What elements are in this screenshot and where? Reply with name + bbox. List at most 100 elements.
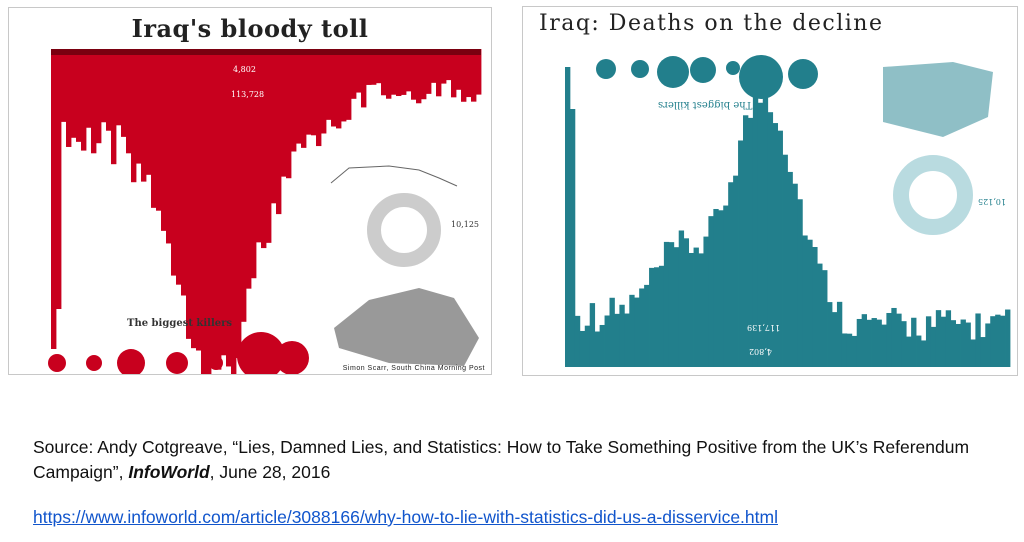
red-bar xyxy=(86,49,92,128)
red-bar xyxy=(341,49,347,122)
red-bar xyxy=(281,49,287,177)
teal-bar xyxy=(812,246,818,367)
red-bar xyxy=(126,49,132,154)
teal-bar xyxy=(584,325,591,367)
red-bar xyxy=(211,49,217,363)
teal-bar xyxy=(713,208,719,367)
teal-bar xyxy=(678,230,685,367)
red-bar xyxy=(436,49,442,97)
teal-bar xyxy=(703,236,709,367)
red-bar xyxy=(406,49,412,92)
left-infographic-title: Iraq's bloody toll xyxy=(131,14,369,43)
red-bar xyxy=(421,49,427,100)
teal-bar xyxy=(654,267,660,367)
killer-bubble xyxy=(275,341,309,374)
red-bar xyxy=(251,49,257,279)
red-bar xyxy=(401,49,407,95)
red-bar xyxy=(231,49,237,374)
iraq-deaths-on-the-decline-infographic: Iraq: Deaths on the decline The biggest … xyxy=(522,6,1018,376)
coalition-band xyxy=(51,49,481,55)
red-bar xyxy=(261,49,267,249)
teal-bar xyxy=(832,312,838,367)
teal-bar-chart xyxy=(565,55,1011,368)
red-bar xyxy=(271,49,277,204)
red-bar xyxy=(91,49,97,154)
publication-name: InfoWorld xyxy=(128,462,210,482)
iraqs-bloody-toll-infographic: Iraq's bloody toll 4,802 113,728 10,125 … xyxy=(8,7,492,375)
teal-bar xyxy=(649,267,655,367)
red-bar xyxy=(296,49,302,144)
red-bar xyxy=(191,49,197,349)
teal-bar xyxy=(856,318,863,367)
red-bar xyxy=(61,49,67,122)
killer-bubble xyxy=(48,354,66,372)
red-bar xyxy=(311,49,317,136)
teal-bar xyxy=(574,315,581,367)
teal-bar xyxy=(693,247,699,367)
teal-bar xyxy=(955,323,961,367)
teal-bar xyxy=(733,175,739,367)
teal-bar xyxy=(579,330,586,367)
teal-bar xyxy=(688,252,694,367)
red-bar xyxy=(101,49,107,123)
red-bar xyxy=(66,49,72,147)
red-bar xyxy=(76,49,82,142)
red-bar xyxy=(336,49,342,129)
killer-bubble xyxy=(788,59,818,89)
teal-bar xyxy=(565,67,571,367)
teal-bar xyxy=(985,323,991,367)
red-bar xyxy=(166,49,172,244)
teal-bar xyxy=(1000,315,1006,367)
security-forces-label: 10,125 xyxy=(451,220,479,229)
teal-bar xyxy=(881,324,887,367)
teal-bar xyxy=(604,315,610,367)
teal-bar xyxy=(797,199,803,367)
source-text: Source: Andy Cotgreave, “Lies, Damned Li… xyxy=(33,437,970,482)
teal-bar xyxy=(723,205,729,367)
red-bar xyxy=(461,49,467,102)
red-bar xyxy=(121,49,127,137)
red-inverted-bar-chart xyxy=(48,49,482,374)
teal-bar xyxy=(752,90,759,367)
teal-bar xyxy=(940,316,947,367)
red-bar xyxy=(171,49,177,276)
killer-bubble xyxy=(166,352,188,374)
red-bar xyxy=(431,49,437,83)
teal-bar xyxy=(841,333,848,367)
red-bar xyxy=(351,49,357,99)
teal-bar xyxy=(673,247,680,367)
red-bar xyxy=(256,49,262,243)
killer-bubble xyxy=(657,56,689,88)
teal-bar xyxy=(817,263,823,367)
teal-bar xyxy=(901,321,907,367)
source-link[interactable]: https://www.infoworld.com/article/308816… xyxy=(33,507,778,527)
teal-bar xyxy=(738,140,744,367)
teal-bar xyxy=(970,339,976,367)
teal-bar xyxy=(782,154,788,367)
red-bar xyxy=(451,49,457,98)
teal-bar xyxy=(663,241,670,367)
red-bar xyxy=(291,49,297,152)
red-bar xyxy=(456,49,462,90)
red-bar xyxy=(96,49,102,144)
teal-bar xyxy=(658,265,665,367)
teal-bar xyxy=(629,294,635,367)
right-infographic-title: Iraq: Deaths on the decline xyxy=(539,11,884,36)
source-date: , June 28, 2016 xyxy=(209,462,331,482)
teal-bar xyxy=(624,313,630,367)
teal-bar xyxy=(916,335,922,367)
red-bar xyxy=(196,49,202,351)
red-bar xyxy=(156,49,162,211)
red-bar xyxy=(321,49,327,134)
teal-bar xyxy=(876,319,882,367)
teal-bar xyxy=(930,326,937,367)
red-bar xyxy=(241,49,247,322)
coalition-deaths-label: 4,802 xyxy=(749,347,772,356)
teal-bar xyxy=(807,239,813,367)
red-bar xyxy=(206,49,212,374)
teal-bar xyxy=(871,318,877,367)
teal-bar xyxy=(827,302,833,367)
teal-bar xyxy=(1005,309,1011,367)
teal-bar xyxy=(792,183,798,367)
red-bar xyxy=(426,49,432,94)
